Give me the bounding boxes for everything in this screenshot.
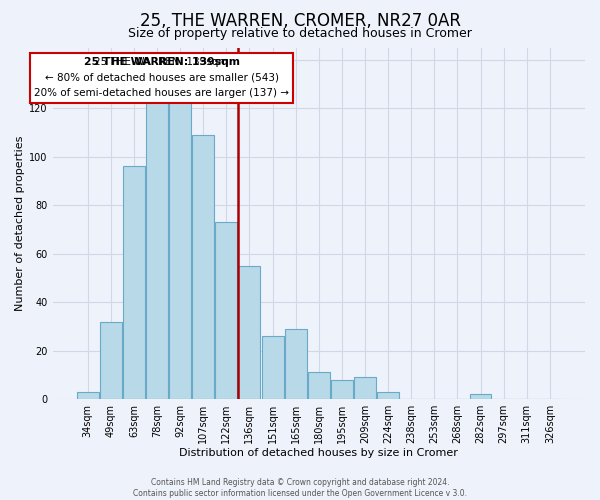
Bar	[377, 392, 399, 399]
Text: 25 THE WARREN: 139sqm
← 80% of detached houses are smaller (543)
20% of semi-det: 25 THE WARREN: 139sqm ← 80% of detached …	[34, 57, 289, 98]
Bar	[331, 380, 353, 399]
Text: 25, THE WARREN, CROMER, NR27 0AR: 25, THE WARREN, CROMER, NR27 0AR	[139, 12, 461, 30]
Bar	[192, 135, 214, 399]
Bar	[146, 76, 168, 399]
Bar	[354, 378, 376, 399]
Bar	[308, 372, 330, 399]
Bar	[238, 266, 260, 399]
Bar	[77, 392, 98, 399]
Bar	[470, 394, 491, 399]
Text: Contains HM Land Registry data © Crown copyright and database right 2024.
Contai: Contains HM Land Registry data © Crown c…	[133, 478, 467, 498]
Text: 25 THE WARREN: 139sqm: 25 THE WARREN: 139sqm	[83, 57, 239, 67]
Text: Size of property relative to detached houses in Cromer: Size of property relative to detached ho…	[128, 28, 472, 40]
Y-axis label: Number of detached properties: Number of detached properties	[15, 136, 25, 311]
Bar	[123, 166, 145, 399]
X-axis label: Distribution of detached houses by size in Cromer: Distribution of detached houses by size …	[179, 448, 458, 458]
Bar	[262, 336, 284, 399]
Bar	[100, 322, 122, 399]
Bar	[215, 222, 238, 399]
Bar	[284, 329, 307, 399]
Bar	[169, 76, 191, 399]
